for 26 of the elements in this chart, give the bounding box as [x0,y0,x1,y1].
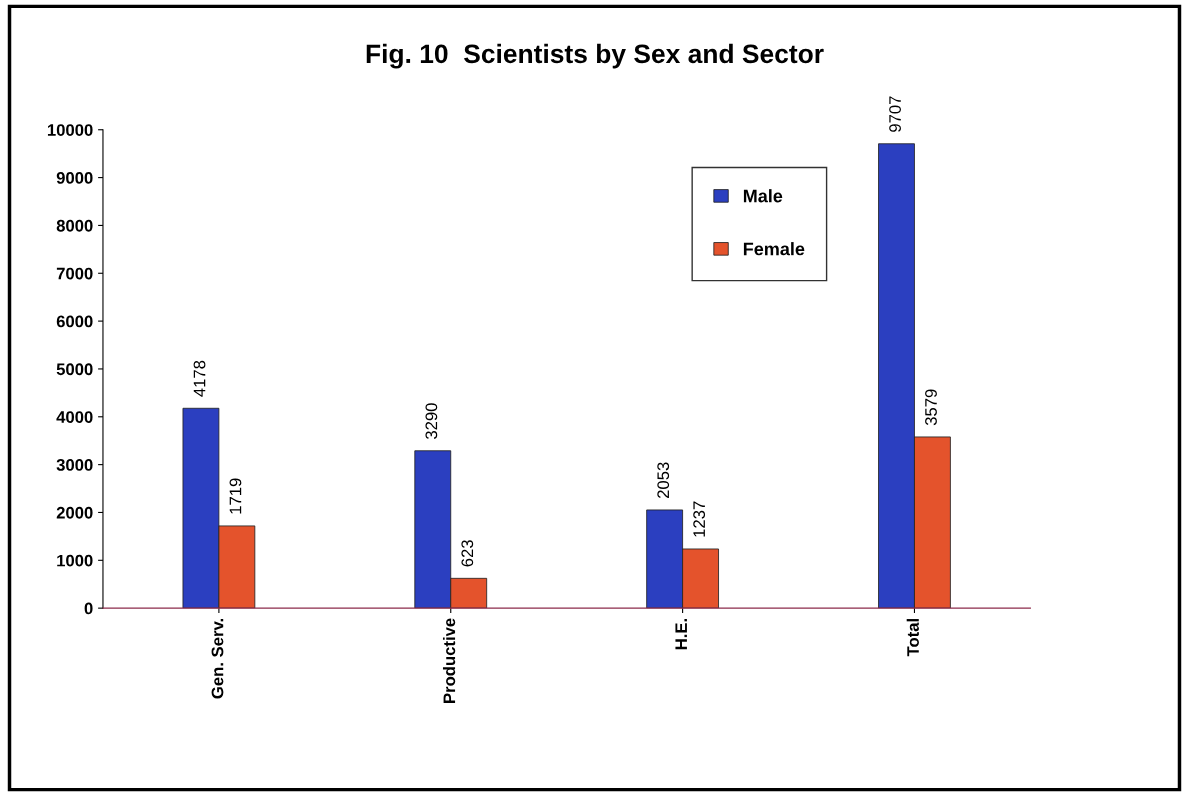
chart-title: Fig. 10 Scientists by Sex and Sector [366,43,824,69]
data-label: 1237 [693,501,706,537]
y-tick-label: 5000 [56,363,93,376]
data-label: 623 [461,540,474,567]
data-label: 1719 [229,478,242,514]
y-tick-label: 6000 [56,315,93,328]
data-label: 2053 [657,462,670,498]
data-label: 4178 [193,360,206,397]
y-tick-label: 0 [84,602,93,615]
data-label: 9707 [889,96,901,132]
y-tick-label: 10000 [47,124,93,136]
y-tick-label: 9000 [56,171,93,184]
y-tick-label: 8000 [56,219,93,232]
x-tick-label: H.E. [675,619,687,650]
y-tick-label: 1000 [57,554,93,567]
y-tick-label: 3000 [56,459,93,471]
y-tick-label: 2000 [56,506,93,519]
legend-label: Male [743,189,783,203]
x-tick-label: Productive [442,618,456,703]
legend-label: Female [743,242,805,256]
x-tick-label: Gen. Serv. [211,619,224,699]
y-tick-label: 7000 [56,267,93,280]
y-tick-label: 4000 [56,411,93,423]
x-tick-label: Total [906,619,919,657]
data-label: 3290 [425,403,438,440]
data-label: 3579 [925,389,937,426]
